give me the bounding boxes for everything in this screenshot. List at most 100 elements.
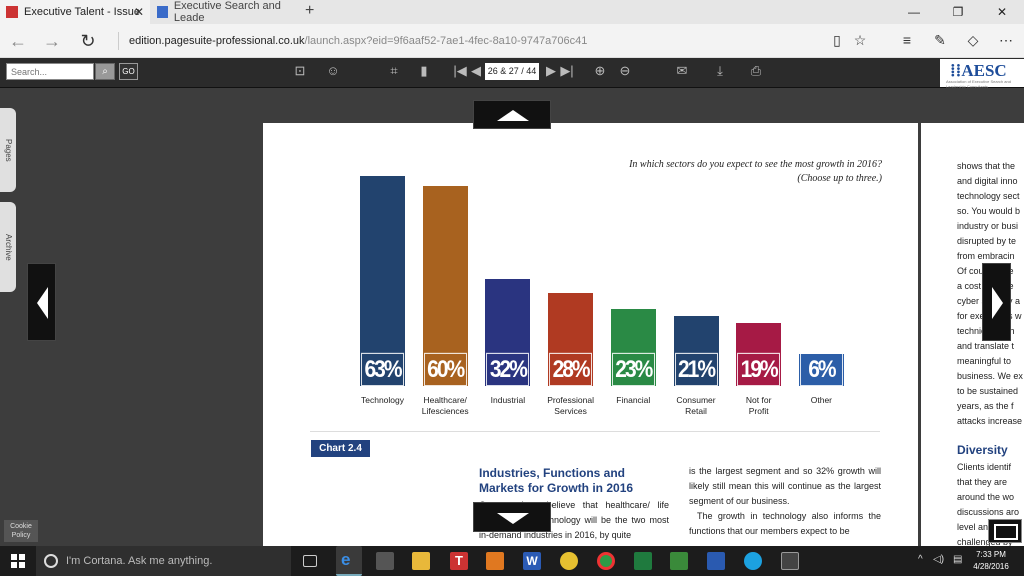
bar <box>422 186 468 386</box>
clock-time: 7:33 PM <box>976 550 1006 559</box>
browser-tab-bar: Executive Talent - Issue ✕ Executive Sea… <box>0 0 1024 24</box>
task-view-icon[interactable] <box>303 555 317 567</box>
text-line: business. We ex <box>957 371 1023 381</box>
category-label-line: Retail <box>685 406 707 416</box>
share-icon[interactable]: ◇ <box>967 32 979 48</box>
edge-taskbar-button[interactable]: e <box>336 546 362 576</box>
bar-value-label: 21% <box>674 352 718 387</box>
text-line: attacks increase <box>957 416 1023 426</box>
chart-question: In which sectors do you expect to see th… <box>562 158 882 186</box>
email-icon[interactable]: ✉ <box>676 63 688 78</box>
pagesuite-favicon-icon <box>6 6 18 18</box>
logo-text: AESC <box>961 61 1007 80</box>
excel-icon[interactable] <box>634 552 652 570</box>
pages-side-tab[interactable]: Pages <box>0 108 16 192</box>
t-app-icon[interactable]: T <box>450 552 468 570</box>
search-input[interactable] <box>6 63 94 80</box>
scroll-down-button[interactable] <box>473 502 551 532</box>
prev-page-button[interactable] <box>27 263 56 341</box>
notifications-icon[interactable]: ▤ <box>953 554 963 565</box>
download-icon[interactable]: ⤓ <box>717 63 723 78</box>
fullscreen-icon <box>994 524 1018 540</box>
app-icon-gray[interactable] <box>781 552 799 570</box>
chat-app-icon[interactable] <box>670 552 688 570</box>
new-tab-icon[interactable]: + <box>305 2 315 19</box>
hub-icon[interactable]: ≡ <box>902 32 912 48</box>
favorite-star-icon[interactable]: ☆ <box>853 32 867 48</box>
users-icon[interactable]: ☺ <box>326 63 340 78</box>
bar <box>736 322 782 386</box>
search-icon[interactable]: ⌕ <box>95 63 115 80</box>
forward-icon[interactable]: → <box>43 31 61 51</box>
right-page-text: shows that the and digital inno technology… <box>957 159 1024 429</box>
tab-executive-search[interactable]: Executive Search and Leade <box>151 0 301 24</box>
chrome-icon[interactable] <box>597 552 615 570</box>
pages-label: Pages <box>4 138 13 162</box>
logo-subtext: Association of Executive Search and Lead… <box>946 79 1011 89</box>
category-label-line: Industrial <box>490 395 526 405</box>
go-button[interactable]: GO <box>119 63 138 80</box>
text-line: shows that the <box>957 161 1016 171</box>
bar-value-label: 19% <box>737 352 781 387</box>
web-note-icon[interactable]: ✎ <box>934 32 946 48</box>
cortana-search-box[interactable]: I'm Cortana. Ask me anything. <box>36 546 291 576</box>
archive-side-tab[interactable]: Archive <box>0 202 16 292</box>
page-indicator[interactable]: 26 & 27 / 44 <box>485 63 539 80</box>
aesc-logo[interactable]: ⁞⁞AESC Association of Executive Search a… <box>940 59 1024 89</box>
word-icon[interactable]: W <box>523 552 541 570</box>
category-label: Professional Services <box>536 395 606 417</box>
category-label-line: Not for <box>745 395 772 405</box>
bar-value-label: 6% <box>799 352 843 387</box>
print-icon[interactable]: ⎙ <box>750 63 762 78</box>
text-line: level and beyo <box>957 522 1016 532</box>
last-page-icon[interactable]: ▶| <box>560 63 574 78</box>
bar <box>610 309 656 386</box>
cortana-icon <box>44 554 58 568</box>
category-label: Technology <box>348 395 418 406</box>
category-label: Other <box>786 395 856 406</box>
skype-icon[interactable] <box>744 552 762 570</box>
cookie-policy-button[interactable]: Cookie Policy <box>4 520 38 542</box>
fullscreen-button[interactable] <box>988 519 1022 543</box>
store-icon[interactable] <box>376 552 394 570</box>
taskbar-clock[interactable]: 7:33 PM 4/28/2016 <box>968 549 1014 573</box>
first-page-icon[interactable]: |◀ <box>453 63 467 78</box>
bar <box>548 292 594 386</box>
close-window-icon[interactable]: ✕ <box>996 5 1008 19</box>
windows-start-icon[interactable] <box>11 554 25 568</box>
bar-value-label: 60% <box>423 352 467 387</box>
category-label-line: Technology <box>360 395 404 405</box>
back-icon[interactable]: ← <box>9 31 27 51</box>
text-line: to be sustained <box>957 386 1019 396</box>
zoom-out-icon[interactable]: ⊖ <box>619 63 631 78</box>
crop-icon[interactable]: ⌗ <box>390 63 398 78</box>
refresh-icon[interactable]: ↻ <box>80 31 96 51</box>
more-icon[interactable]: ⋯ <box>999 32 1013 48</box>
url-field[interactable]: edition.pagesuite-professional.co.uk/lau… <box>118 32 818 50</box>
reading-view-icon[interactable]: ▯ <box>833 32 841 48</box>
category-label: Not for Profit <box>724 395 794 417</box>
bar <box>673 316 719 386</box>
text-line: and translate t <box>957 341 1015 351</box>
bookmark-icon[interactable]: ▮ <box>420 63 428 78</box>
next-page-icon[interactable]: ▶ <box>546 63 556 78</box>
zoom-area-icon[interactable]: ⊡ <box>294 63 306 78</box>
close-tab-icon[interactable]: ✕ <box>133 5 144 19</box>
zoom-in-icon[interactable]: ⊕ <box>594 63 606 78</box>
tray-chevron-icon[interactable]: ^ <box>918 554 923 565</box>
text-line: disrupted by te <box>957 236 1017 246</box>
archive-label: Archive <box>4 233 13 261</box>
emoji-app-icon[interactable] <box>560 552 578 570</box>
file-explorer-icon[interactable] <box>412 552 430 570</box>
scroll-up-button[interactable] <box>473 100 551 129</box>
tab-executive-talent[interactable]: Executive Talent - Issue ✕ <box>0 0 150 24</box>
restore-icon[interactable]: ❐ <box>952 5 964 19</box>
outlook-icon[interactable] <box>486 552 504 570</box>
app-icon-blue[interactable] <box>707 552 725 570</box>
category-label-line: Lifesciences <box>421 406 469 416</box>
volume-icon[interactable]: ◁) <box>933 554 945 565</box>
minimize-icon[interactable]: — <box>908 5 920 19</box>
prev-page-icon[interactable]: ◀ <box>471 63 481 78</box>
next-page-button[interactable] <box>982 263 1011 341</box>
text-line: meaningful to <box>957 356 1012 366</box>
